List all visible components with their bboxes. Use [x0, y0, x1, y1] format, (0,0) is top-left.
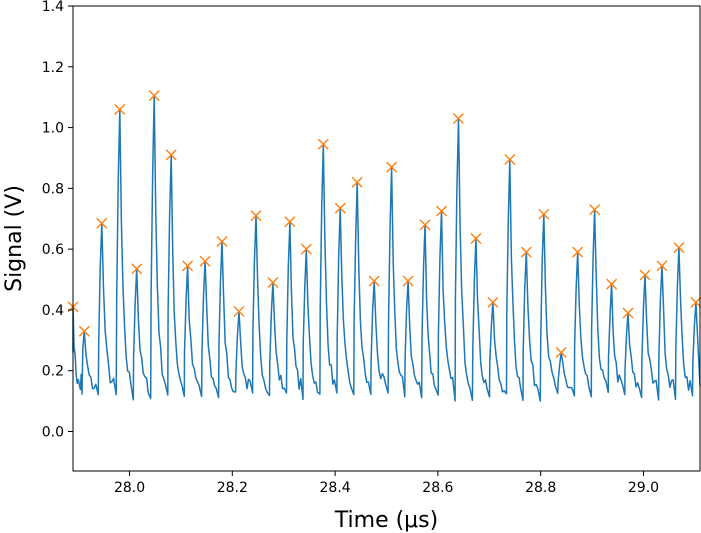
peak-marker [487, 296, 499, 308]
peak-marker [504, 153, 516, 165]
y-axis-label: Signal (V) [2, 185, 27, 292]
y-tick-label: 0.4 [42, 303, 64, 319]
peak-marker [606, 278, 618, 290]
y-tick-label: 1.2 [42, 60, 64, 76]
peak-marker [284, 216, 296, 228]
peak-marker [435, 205, 447, 217]
x-tick-label: 28.6 [422, 480, 453, 496]
plot-frame [72, 5, 701, 472]
peak-marker [555, 346, 567, 358]
peak-marker [673, 242, 685, 254]
peak-marker [351, 176, 363, 188]
plot-area [67, 90, 701, 402]
y-tick-label: 0.8 [42, 181, 64, 197]
peak-marker [131, 263, 143, 275]
x-axis-ticks: 28.0 28.2 28.4 28.6 28.8 29.0 [114, 471, 659, 496]
x-tick-label: 29.0 [628, 480, 659, 496]
y-axis-ticks: 0.0 0.2 0.4 0.6 0.8 1.0 1.2 1.4 [42, 0, 73, 440]
y-tick-label: 0.0 [42, 424, 64, 440]
peak-marker [690, 296, 701, 308]
signal-trace [72, 94, 701, 402]
peak-marker [216, 236, 228, 248]
y-tick-label: 1.0 [42, 121, 64, 137]
peak-marker [639, 269, 651, 281]
peak-marker [250, 210, 262, 222]
peak-marker [300, 243, 312, 255]
x-tick-label: 28.8 [525, 480, 556, 496]
x-tick-label: 28.0 [114, 480, 145, 496]
peak-marker [622, 307, 634, 319]
peak-marker [452, 112, 464, 124]
x-tick-label: 28.4 [320, 480, 351, 496]
peak-marker [402, 275, 414, 287]
peak-marker [233, 305, 245, 317]
peak-marker [572, 246, 584, 258]
y-tick-label: 1.4 [42, 0, 64, 15]
peak-marker [182, 260, 194, 272]
peak-marker [199, 255, 211, 267]
peak-marker [368, 275, 380, 287]
peak-marker [96, 217, 108, 229]
peak-marker [114, 103, 126, 115]
y-tick-label: 0.6 [42, 242, 64, 258]
peak-marker [334, 202, 346, 214]
peak-marker [165, 149, 177, 161]
peak-marker [78, 325, 90, 337]
peak-marker [589, 204, 601, 216]
x-axis-label: Time (μs) [334, 508, 438, 533]
y-tick-label: 0.2 [42, 364, 64, 380]
peak-markers [67, 90, 701, 358]
peak-marker [538, 208, 550, 220]
peak-marker [267, 277, 279, 289]
peak-marker [656, 260, 668, 272]
peak-marker [317, 138, 329, 150]
x-tick-label: 28.2 [217, 480, 248, 496]
peak-marker [148, 90, 160, 102]
peak-marker [386, 161, 398, 173]
peak-marker [520, 246, 532, 258]
peak-marker [470, 233, 482, 244]
peak-marker [419, 219, 431, 231]
